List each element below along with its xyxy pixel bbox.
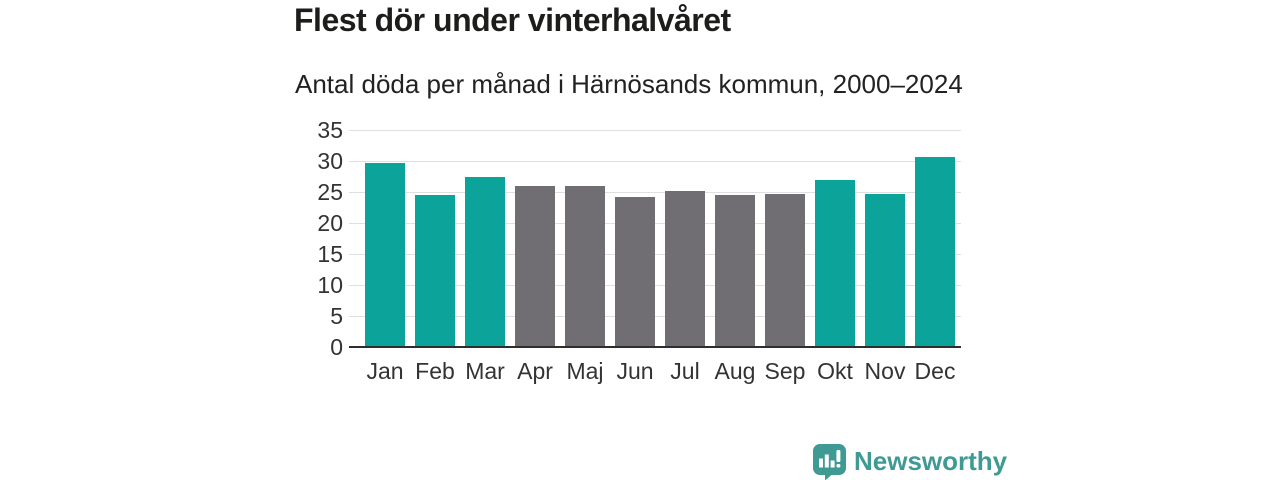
bar-apr bbox=[515, 186, 555, 347]
x-axis-labels: Jan Feb Mar Apr Maj Jun Jul Aug Sep Okt Nov Dec bbox=[349, 357, 961, 387]
chart-subtitle: Antal döda per månad i Härnösands kommun… bbox=[295, 69, 963, 99]
bar-dec bbox=[915, 156, 955, 347]
x-tick-label: Mar bbox=[465, 358, 505, 384]
bar-jun bbox=[615, 196, 655, 347]
y-tick-label: 35 bbox=[317, 117, 343, 143]
y-tick-label: 20 bbox=[317, 210, 343, 236]
gridline bbox=[349, 160, 961, 162]
y-tick-label: 5 bbox=[330, 303, 343, 329]
x-tick-label: Dec bbox=[914, 358, 956, 384]
y-tick-label: 15 bbox=[317, 241, 343, 267]
x-tick-label: Sep bbox=[764, 358, 806, 384]
x-tick-label: Feb bbox=[415, 358, 455, 384]
y-tick-label: 30 bbox=[317, 148, 343, 174]
newsworthy-logo-icon bbox=[813, 444, 846, 480]
x-tick-label: Nov bbox=[864, 358, 906, 384]
brand-name: Newsworthy bbox=[854, 446, 1008, 476]
bar-okt bbox=[815, 180, 855, 347]
gridline bbox=[349, 129, 961, 131]
bar-chart-plot-area: Jan Feb Mar Apr Maj Jun Jul Aug Sep Okt Nov Dec bbox=[349, 129, 961, 384]
y-axis: 0 5 10 15 20 25 30 35 bbox=[288, 117, 343, 360]
chart-title: Flest dör under vinterhalvåret bbox=[294, 2, 731, 38]
x-tick-label: Maj bbox=[566, 358, 604, 384]
gridline bbox=[349, 284, 961, 286]
bar-maj bbox=[565, 185, 605, 347]
y-tick-label: 25 bbox=[317, 179, 343, 205]
x-tick-label: Okt bbox=[817, 358, 853, 384]
gridline bbox=[349, 222, 961, 224]
newsworthy-brand: Newsworthy bbox=[812, 443, 1007, 480]
gridline bbox=[349, 315, 961, 317]
x-tick-label: Jul bbox=[670, 358, 700, 384]
gridline bbox=[349, 253, 961, 255]
bar-jul bbox=[665, 190, 705, 347]
bar-feb bbox=[415, 195, 455, 347]
y-tick-label: 10 bbox=[317, 272, 343, 298]
x-tick-label: Aug bbox=[714, 358, 756, 384]
x-axis-line bbox=[349, 346, 961, 348]
y-tick-label: 0 bbox=[330, 334, 343, 360]
x-tick-label: Apr bbox=[517, 358, 553, 384]
gridline bbox=[349, 191, 961, 193]
x-tick-label: Jun bbox=[616, 358, 654, 384]
bar-sep bbox=[765, 194, 805, 347]
bar-nov bbox=[865, 194, 905, 347]
x-tick-label: Jan bbox=[366, 358, 404, 384]
bar-jan bbox=[365, 162, 405, 347]
bar-aug bbox=[715, 195, 755, 347]
bar-mar bbox=[465, 176, 505, 347]
